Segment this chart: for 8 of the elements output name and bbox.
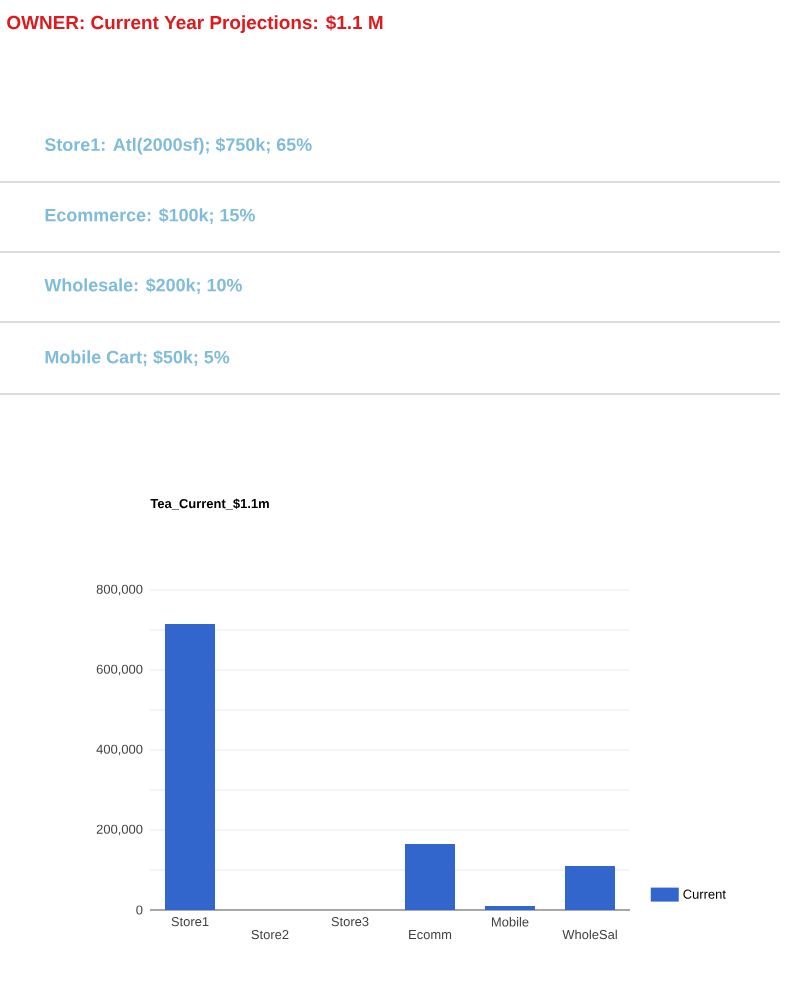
chart-title: OWNER: Current Year Projections: $1.1 M xyxy=(7,14,383,33)
bar xyxy=(165,623,215,910)
text: Store1: Atl(2000sf); $750k; 65% xyxy=(44,137,312,155)
text: Mobile Cart; $50k; 5% xyxy=(45,349,230,367)
text: Wholesale: $200k; 10% xyxy=(44,277,242,295)
bar xyxy=(404,843,455,910)
bar xyxy=(564,865,615,910)
text: Ecommerce: $100k; 15% xyxy=(45,207,255,225)
